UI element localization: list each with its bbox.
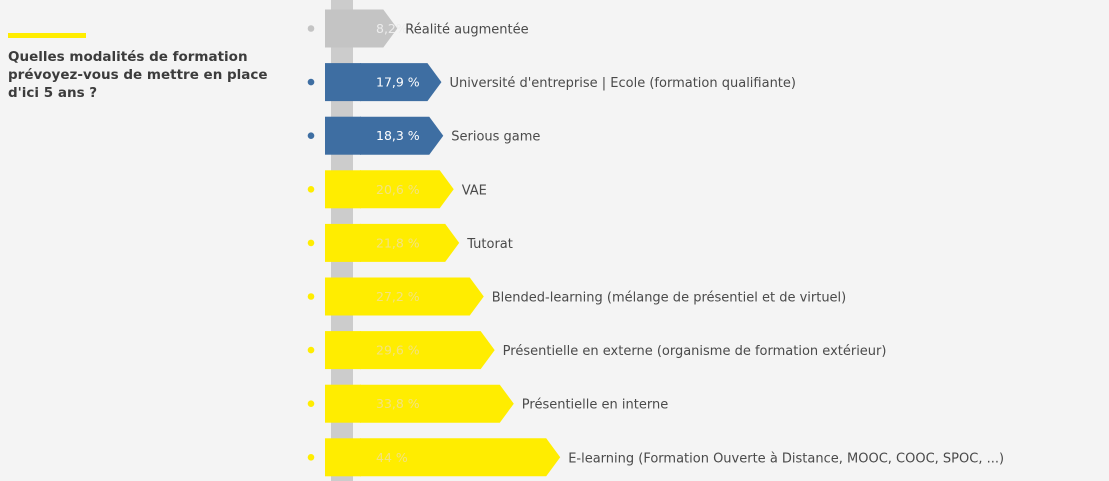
bar-block <box>325 277 361 316</box>
bar-value-label: 33,8 % <box>376 396 420 411</box>
bar-value-label: 21,8 % <box>376 235 420 250</box>
bar-bullet <box>307 293 315 300</box>
bar <box>360 223 460 262</box>
bar-block <box>325 9 361 48</box>
bar-block <box>325 384 361 423</box>
bar <box>360 63 442 102</box>
bar-block <box>325 170 361 209</box>
chart-question: Quelles modalités de formation prévoyez-… <box>8 49 268 101</box>
bar-block <box>325 438 361 477</box>
bar-category-label: Blended-learning (mélange de présentiel … <box>492 291 847 306</box>
bar <box>360 331 495 370</box>
bar-bullet <box>307 454 315 461</box>
accent-line <box>8 33 86 38</box>
bar-value-label: 20,6 % <box>376 182 420 197</box>
bar-category-label: VAE <box>462 183 487 198</box>
bar-bullet <box>307 186 315 193</box>
bar-category-label: Université d'entreprise | Ecole (formati… <box>449 76 796 91</box>
bar-value-label: 27,2 % <box>376 289 420 304</box>
bar-category-label: E-learning (Formation Ouverte à Distance… <box>568 451 1004 466</box>
bar-category-label: Réalité augmentée <box>405 23 528 38</box>
bar-value-label: 17,9 % <box>376 75 420 90</box>
bar-block <box>325 223 361 262</box>
bar <box>360 277 484 316</box>
bar-bullet <box>307 346 315 354</box>
bar-bullet <box>307 132 315 139</box>
bar <box>360 170 454 209</box>
bar-bullet <box>307 25 315 32</box>
bar-value-label: 29,6 % <box>376 343 420 358</box>
bar-block <box>325 116 361 155</box>
bar-bullet <box>307 239 315 247</box>
bar-category-label: Serious game <box>451 130 540 145</box>
bar <box>360 9 398 48</box>
bar-category-label: Présentielle en interne <box>522 398 668 413</box>
bar-value-label: 8,2% <box>376 21 408 36</box>
bar-bullet <box>307 400 315 408</box>
bar-bullet <box>307 78 315 86</box>
bar <box>360 438 561 477</box>
bar-category-label: Tutorat <box>466 237 513 252</box>
bar <box>360 384 514 423</box>
bar-value-label: 44 % <box>376 450 408 465</box>
bar-value-label: 18,3 % <box>376 128 420 143</box>
bar-block <box>325 63 361 102</box>
bar-category-label: Présentielle en externe (organisme de fo… <box>503 344 887 359</box>
bar <box>360 116 444 155</box>
bar-block <box>325 331 361 370</box>
